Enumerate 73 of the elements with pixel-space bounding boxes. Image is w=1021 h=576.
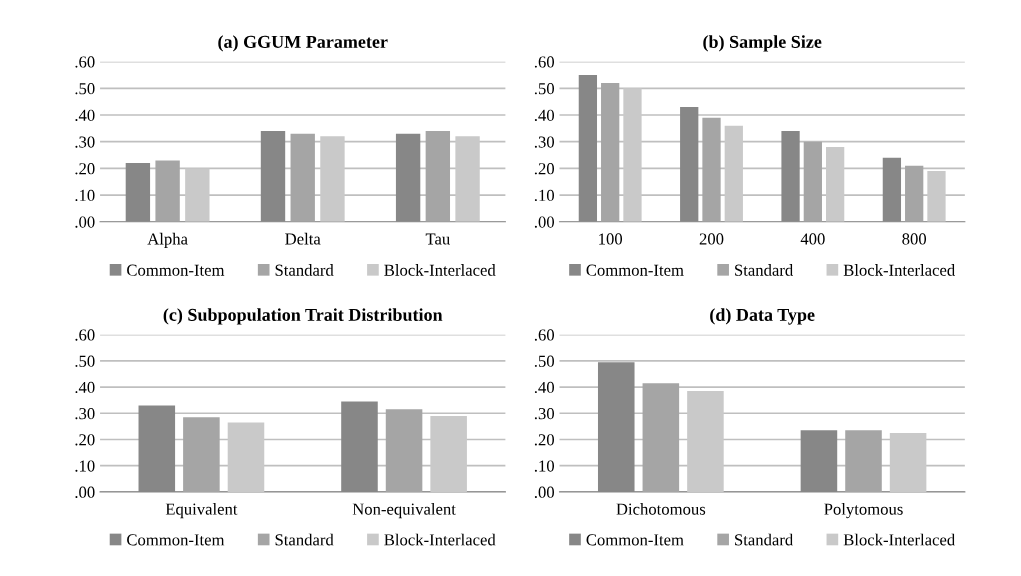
- y-tick-label: .60: [534, 329, 555, 341]
- y-tick-label: .10: [75, 460, 95, 472]
- y-tick-label: .00: [75, 216, 95, 228]
- x-tick-label: 100: [599, 233, 623, 245]
- y-tick-label: .30: [75, 407, 95, 420]
- legend-label: Common-Item: [127, 534, 225, 546]
- legend-label: Block-Interlaced: [384, 533, 496, 546]
- y-tick-label: .50: [534, 83, 555, 95]
- y-tick-label: .00: [534, 486, 555, 498]
- x-tick-label: Dichotomous: [616, 503, 706, 515]
- x-tick-label: 200: [699, 233, 724, 245]
- y-tick-label: .40: [534, 109, 555, 122]
- bar: [260, 131, 286, 222]
- y-tick-label: .00: [75, 486, 95, 498]
- chart-title: (d) Data Type: [710, 308, 815, 325]
- bar: [845, 430, 882, 492]
- chart-title: (c) Subpopulation Trait Distribution: [163, 308, 443, 325]
- legend-label: Block-Interlaced: [384, 264, 496, 276]
- bar: [680, 107, 699, 222]
- bar: [385, 409, 423, 492]
- legend-label: Common-Item: [586, 534, 684, 546]
- y-tick-label: .40: [75, 381, 95, 394]
- legend-label: Block-Interlaced: [843, 264, 955, 276]
- bar: [125, 163, 151, 222]
- x-tick-label: Polytomous: [824, 503, 903, 519]
- x-tick-label: 800: [902, 233, 927, 245]
- y-tick-label: .50: [534, 355, 555, 367]
- bar: [702, 117, 721, 222]
- x-tick-label: Equivalent: [165, 503, 238, 519]
- y-tick-label: .60: [75, 329, 95, 341]
- bar: [781, 131, 800, 222]
- y-tick-label: .50: [75, 355, 95, 367]
- y-tick-label: .10: [75, 189, 95, 202]
- legend-label: Standard: [735, 264, 794, 276]
- x-tick-label: Delta: [285, 232, 321, 245]
- x-tick-label: 400: [800, 233, 825, 245]
- bar: [578, 74, 598, 222]
- y-tick-label: .10: [534, 460, 555, 472]
- y-tick-label: .20: [75, 163, 95, 175]
- legend-label: Standard: [735, 533, 794, 546]
- bar: [425, 131, 451, 222]
- y-tick-label: .60: [534, 56, 555, 68]
- y-tick-label: .40: [75, 109, 95, 122]
- bar: [155, 160, 180, 222]
- x-tick-label: Tau: [425, 233, 450, 245]
- legend-label: Standard: [275, 264, 334, 276]
- bar: [642, 383, 680, 492]
- y-tick-label: .20: [534, 163, 555, 175]
- bar: [290, 133, 315, 222]
- y-tick-label: .30: [534, 136, 555, 148]
- legend-label: Common-Item: [127, 264, 225, 276]
- y-tick-label: .00: [534, 216, 555, 228]
- y-tick-label: .20: [534, 434, 555, 446]
- bar: [601, 82, 620, 222]
- bar: [183, 417, 220, 492]
- bar: [395, 133, 421, 222]
- chart-title: (a) GGUM Parameter: [218, 35, 388, 52]
- y-tick-label: .50: [75, 83, 95, 95]
- y-tick-label: .20: [75, 434, 95, 446]
- legend-label: Common-Item: [586, 264, 684, 276]
- y-tick-label: .30: [75, 136, 95, 148]
- legend-label: Standard: [275, 533, 334, 546]
- legend-label: Block-Interlaced: [843, 533, 955, 546]
- bar: [905, 165, 924, 222]
- bar: [803, 141, 822, 222]
- x-tick-label: Alpha: [147, 232, 188, 248]
- x-tick-label: Non-equivalent: [352, 503, 456, 519]
- y-tick-label: .10: [534, 189, 555, 202]
- y-tick-label: .40: [534, 381, 555, 394]
- chart-title: (b) Sample Size: [703, 35, 822, 52]
- y-tick-label: .30: [534, 407, 555, 420]
- y-tick-label: .60: [75, 56, 95, 68]
- bar: [882, 157, 902, 222]
